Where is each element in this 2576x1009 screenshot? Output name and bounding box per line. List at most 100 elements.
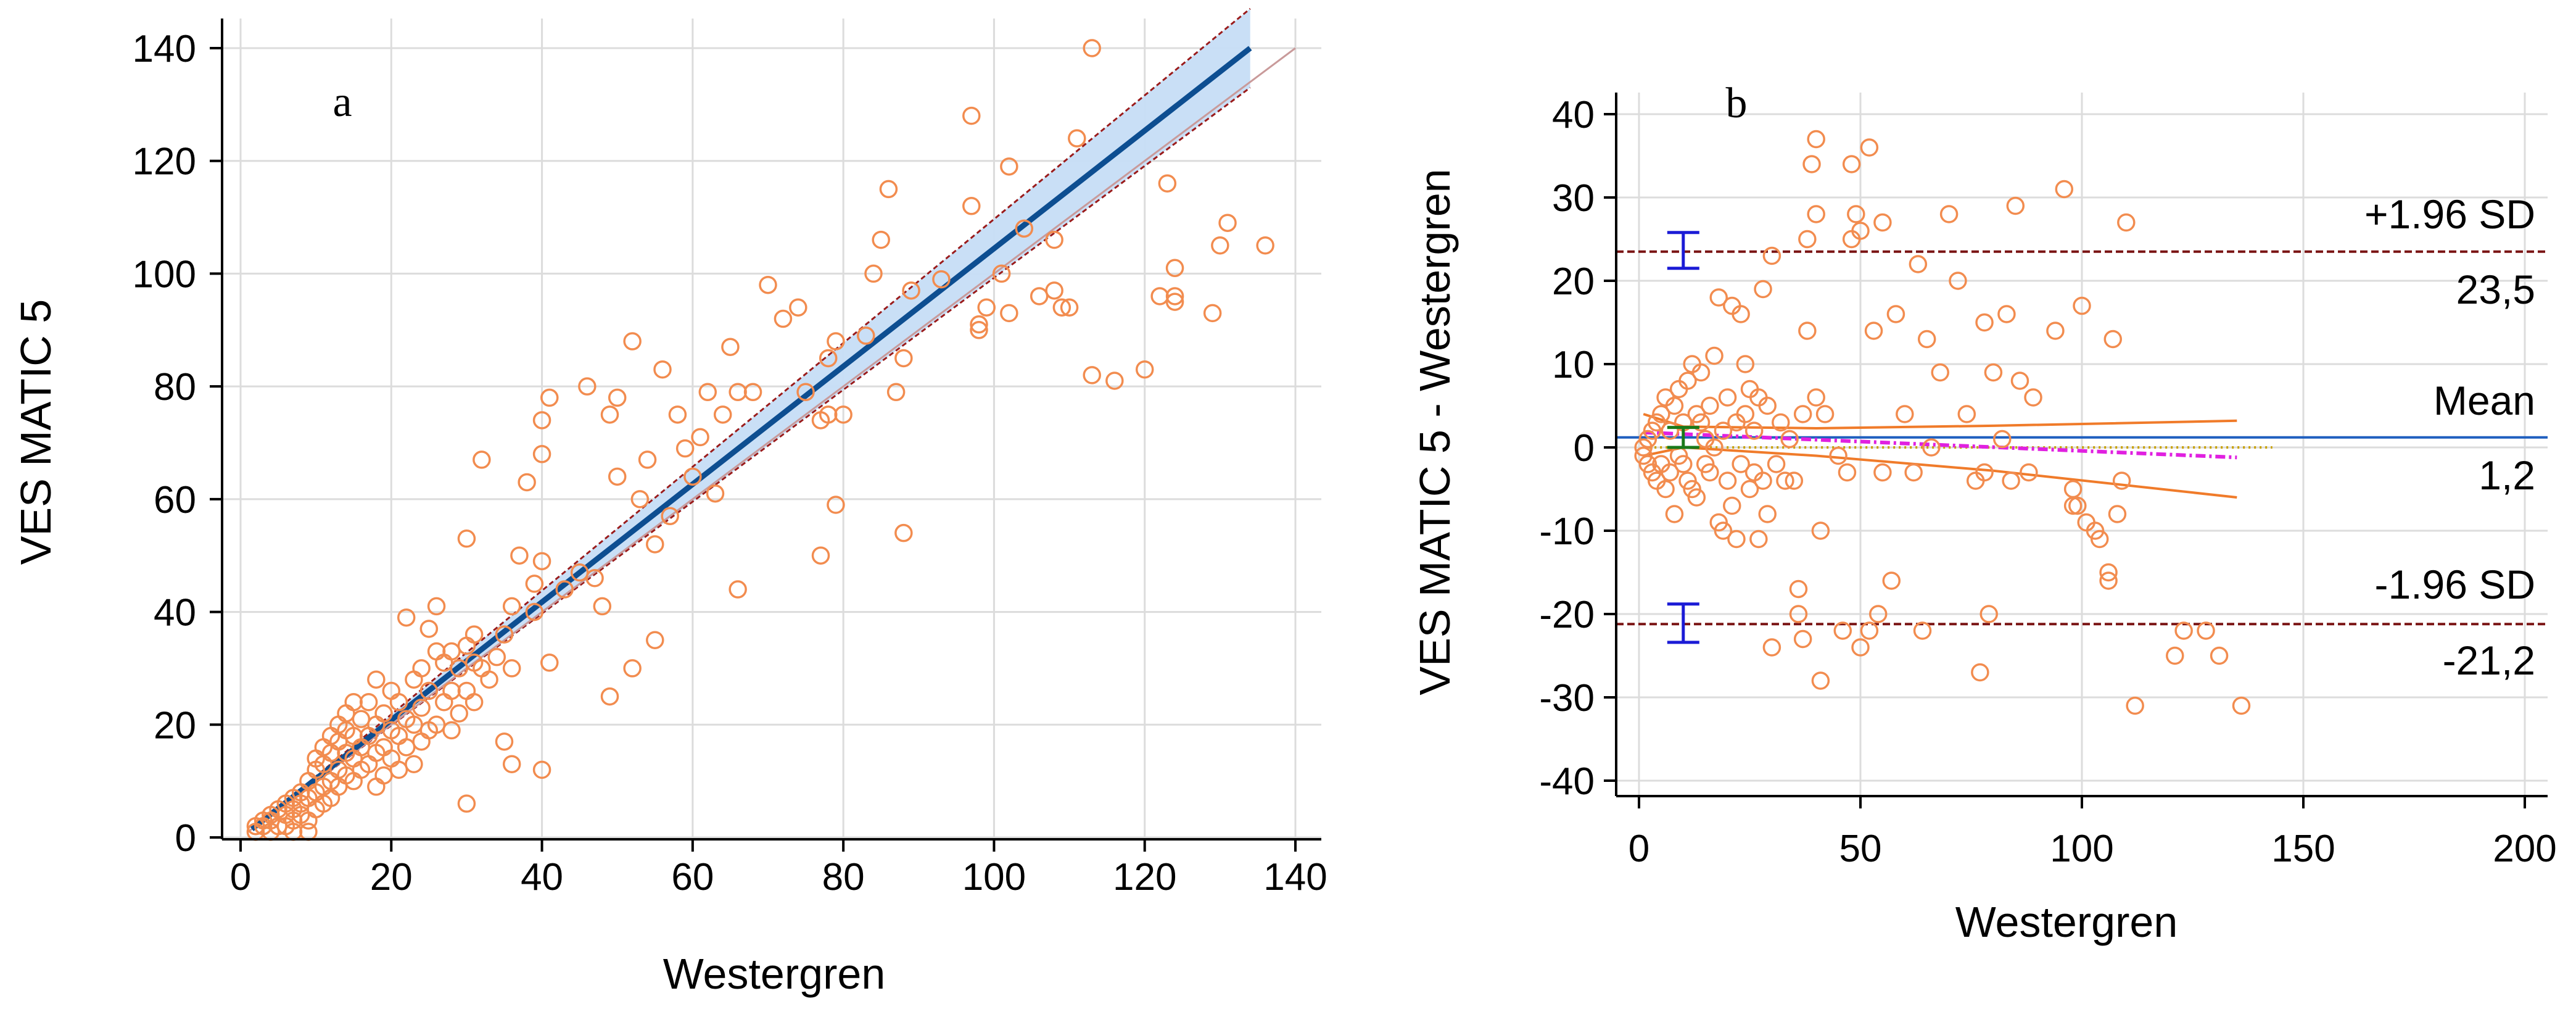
lower-loa-value: -21,2 xyxy=(2443,637,2535,683)
panel-b-point-42 xyxy=(1727,529,1746,549)
panel-a-point-172 xyxy=(1045,281,1063,300)
panel-a-point-113 xyxy=(540,388,559,407)
panel-b-point-99 xyxy=(1922,438,1941,457)
panel-a-point-131 xyxy=(668,405,687,424)
panel-a-point-164 xyxy=(970,321,988,339)
panel-b-point-56 xyxy=(1758,396,1777,415)
panel-b-point-88 xyxy=(1864,322,1883,340)
panel-b-point-108 xyxy=(1979,605,1998,623)
panel-b-point-114 xyxy=(2010,372,2029,390)
panel-a-point-162 xyxy=(962,106,981,125)
upper-loa-label: +1.96 SD xyxy=(2364,191,2535,237)
panel-b-y-tick-label-1: -30 xyxy=(1539,677,1595,720)
panel-a-point-180 xyxy=(1135,360,1154,379)
panel-b-point-50 xyxy=(1744,421,1764,440)
panel-a-x-tick-label-6: 120 xyxy=(1113,856,1176,899)
panel-a-y-tick-label-0: 0 xyxy=(175,817,196,860)
panel-b-point-87 xyxy=(1860,621,1879,640)
panel-a-point-122 xyxy=(608,467,627,486)
panel-a-point-189 xyxy=(1256,236,1274,255)
panel-b-point-121 xyxy=(2068,496,2087,515)
panel-b-point-65 xyxy=(1789,579,1808,599)
panel-b-point-46 xyxy=(1736,405,1755,423)
panel-a-point-188 xyxy=(1218,214,1237,232)
panel-b-point-53 xyxy=(1749,529,1768,549)
panel-b-point-134 xyxy=(2174,621,2193,640)
panel-b-point-21 xyxy=(1678,372,1697,390)
panel-a-point-69 xyxy=(405,755,423,773)
panel-b-point-91 xyxy=(1873,213,1892,232)
panel-b-axes xyxy=(1604,93,2548,808)
panel-b-point-78 xyxy=(1829,446,1847,465)
panel-b-point-132 xyxy=(2126,696,2144,715)
panel-a-point-139 xyxy=(729,580,747,599)
panel-a-point-154 xyxy=(864,264,883,283)
panel-a-point-107 xyxy=(525,602,544,621)
panel-a-point-102 xyxy=(502,659,521,678)
panel-a-point-74 xyxy=(412,659,431,678)
panel-b-point-126 xyxy=(2099,563,2118,582)
panel-a-point-123 xyxy=(623,659,642,678)
panel-a-axes xyxy=(210,19,1321,852)
panel-b-x-axis-title: Westergren xyxy=(1955,898,2178,946)
panel-a-point-182 xyxy=(1158,174,1177,193)
panel-a-point-106 xyxy=(525,575,544,593)
panel-b-gridlines xyxy=(1616,93,2548,796)
panel-b-point-129 xyxy=(2108,505,2127,523)
panel-b-point-89 xyxy=(1868,605,1888,623)
panel-b-point-71 xyxy=(1802,155,1821,173)
panel-a-point-168 xyxy=(1000,304,1018,323)
panel-a-point-138 xyxy=(721,338,740,356)
panel-a-point-134 xyxy=(691,428,709,447)
panel-a-point-173 xyxy=(1045,230,1063,249)
panel-b-point-41 xyxy=(1723,496,1741,515)
panel-b-point-76 xyxy=(1811,671,1830,690)
panel-b-point-136 xyxy=(2210,646,2229,665)
panel-a-y-tick-label-7: 140 xyxy=(133,28,196,70)
panel-b-point-107 xyxy=(1975,463,1994,482)
panel-b-point-135 xyxy=(2197,621,2215,640)
panel-b-y-axis-title: VES MATIC 5 - Westergren xyxy=(1411,168,1459,695)
panel-b-points xyxy=(1634,130,2251,715)
panel-a-x-tick-label-4: 80 xyxy=(822,856,865,899)
panel-b-y-tick-label-7: 30 xyxy=(1552,177,1595,220)
panel-b-point-44 xyxy=(1732,455,1750,473)
panel-a-point-159 xyxy=(894,349,913,368)
panel-b-point-25 xyxy=(1687,488,1706,507)
panel-a-point-176 xyxy=(1068,129,1086,147)
panel-a-point-155 xyxy=(872,230,890,249)
panel-a-point-121 xyxy=(608,388,627,407)
panel-b-y-tick-label-0: -40 xyxy=(1539,760,1595,803)
panel-a-point-120 xyxy=(600,405,619,424)
panel-b-x-tick-label-4: 200 xyxy=(2493,828,2556,870)
panel-b-point-90 xyxy=(1873,463,1892,482)
panel-a-point-109 xyxy=(532,552,551,571)
lower-ci-curve xyxy=(1643,446,2237,499)
panel-a-point-52 xyxy=(359,692,378,712)
panel-b-y-tick-label-4: 0 xyxy=(1574,427,1595,470)
panel-a-point-128 xyxy=(646,535,664,554)
panel-a-point-178 xyxy=(1083,366,1101,384)
panel-a-point-68 xyxy=(397,608,416,627)
panel-b-point-32 xyxy=(1705,438,1724,457)
panel-a-label: a xyxy=(332,78,352,126)
panel-b-y-tick-label-3: -10 xyxy=(1539,510,1595,553)
panel-a-point-105 xyxy=(518,473,536,492)
mean-label: Mean xyxy=(2434,378,2535,423)
panel-a-point-96 xyxy=(473,451,491,469)
panel-b-point-70 xyxy=(1798,230,1817,249)
identity-line xyxy=(247,47,1296,833)
panel-a-point-94 xyxy=(464,625,484,644)
panel-a-y-tick-label-1: 20 xyxy=(154,704,196,747)
panel-a-point-130 xyxy=(661,507,679,526)
panel-a-point-77 xyxy=(419,620,439,638)
panel-a-point-132 xyxy=(675,439,695,458)
panel-a-point-97 xyxy=(480,670,498,689)
panel-b-point-130 xyxy=(2112,471,2131,490)
panel-b-point-96 xyxy=(1909,255,1928,273)
panel-a-point-73 xyxy=(412,699,431,717)
panel-a-point-133 xyxy=(683,467,702,486)
panel-b-y-tick-label-5: 10 xyxy=(1552,344,1595,386)
upper-loa-value: 23,5 xyxy=(2456,267,2535,312)
